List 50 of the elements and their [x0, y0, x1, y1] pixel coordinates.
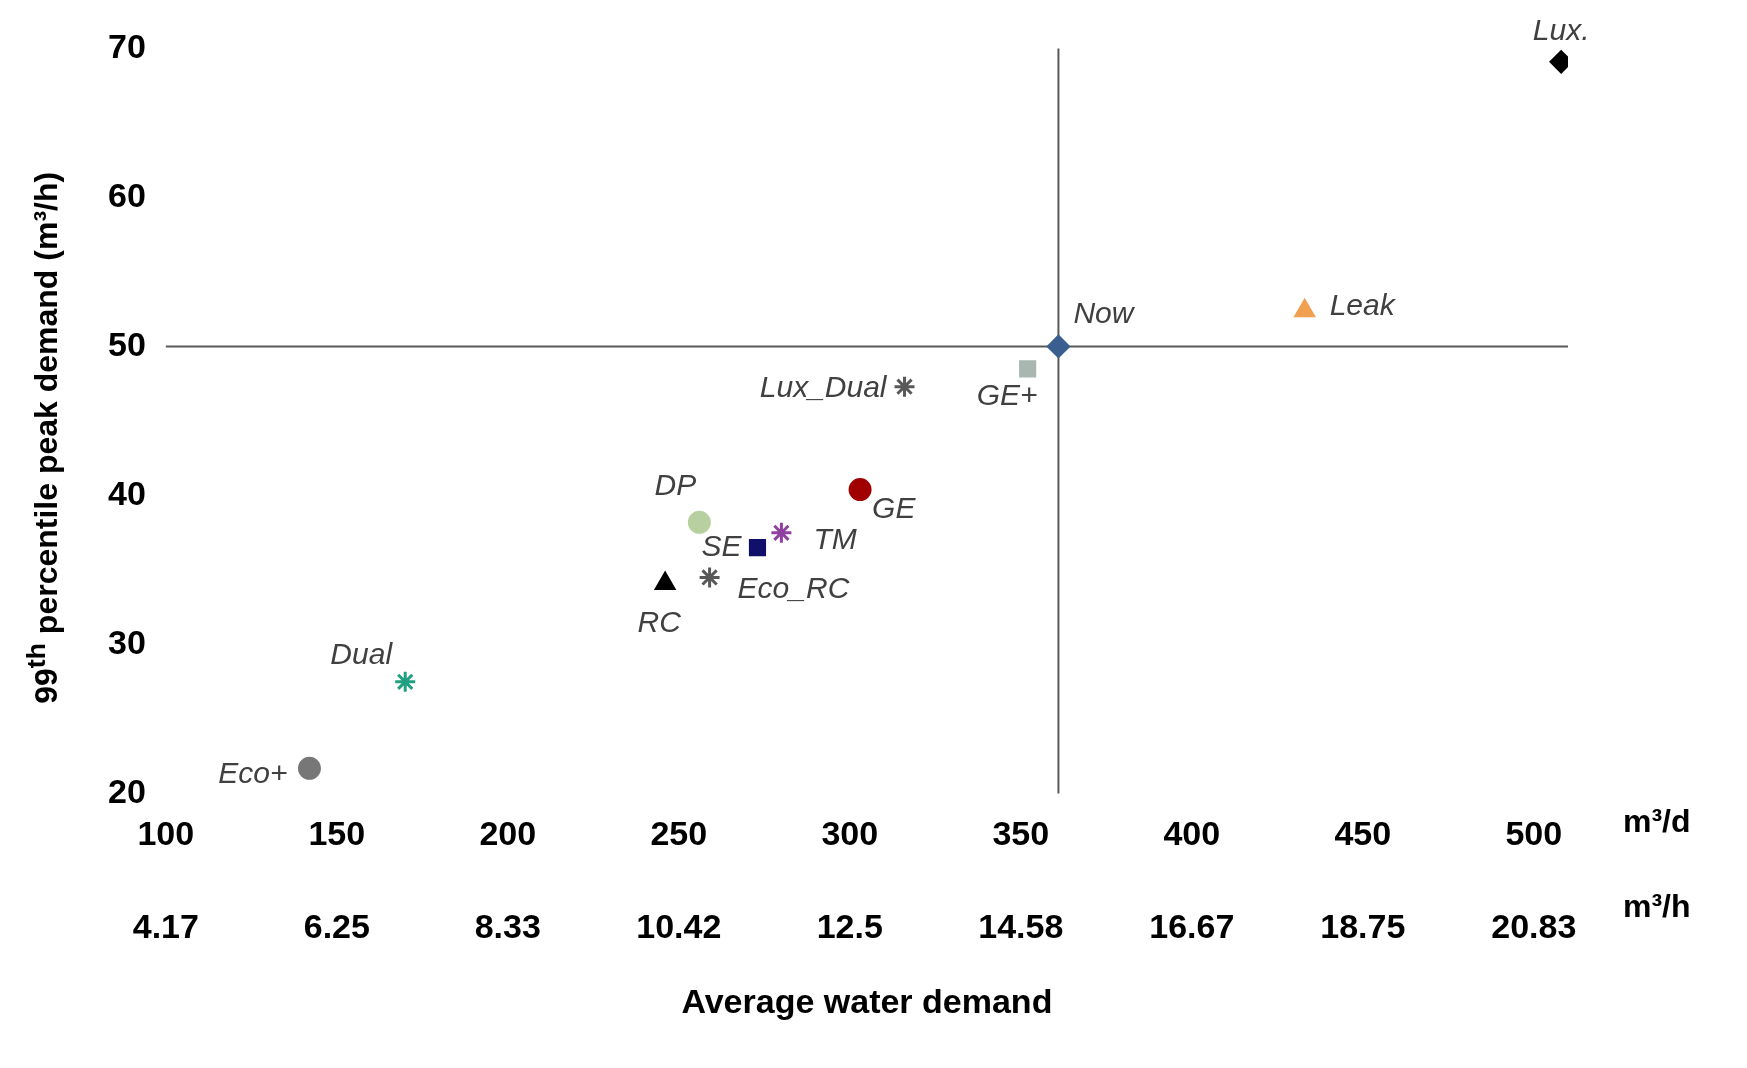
x-tick-label: 250: [650, 814, 708, 853]
x2-tick-label: 14.58: [978, 907, 1064, 946]
y-tick-label: 20: [107, 771, 146, 810]
series-label: Leak: [1329, 288, 1397, 322]
x-tick-label: 500: [1505, 814, 1563, 853]
series-label: GE+: [976, 378, 1038, 412]
point: [769, 521, 793, 545]
point: [1019, 360, 1037, 378]
x2-tick-label: 6.25: [303, 907, 370, 946]
series-label: TM: [813, 522, 857, 556]
x-tick-label: 400: [1163, 814, 1221, 853]
series-label: Lux.: [1532, 13, 1590, 47]
point: [687, 510, 711, 534]
x-tick-label: 450: [1334, 814, 1392, 853]
series-label: Lux_Dual: [759, 370, 888, 404]
x2-tick-label: 10.42: [636, 907, 722, 946]
point: [848, 478, 872, 502]
series-label: SE: [701, 529, 743, 563]
point: [393, 670, 417, 694]
y-tick-label: 50: [107, 324, 146, 363]
point: [698, 565, 722, 589]
x-tick-label: 100: [137, 814, 195, 853]
series-label: Eco_RC: [737, 570, 850, 604]
point: [1046, 334, 1070, 358]
x-tick-label: 300: [821, 814, 879, 853]
y-tick-label: 40: [107, 473, 146, 512]
x-axis-title: Average water demand: [681, 981, 1053, 1020]
x2-tick-label: 8.33: [474, 907, 541, 946]
series-label: RC: [637, 604, 682, 638]
y-tick-label: 30: [107, 622, 146, 661]
point: [748, 539, 767, 557]
text: m³/d: [1623, 803, 1691, 840]
point: [297, 756, 321, 780]
series-label: Dual: [330, 637, 394, 671]
x2-tick-label: 16.67: [1149, 907, 1235, 946]
series-label: Now: [1073, 295, 1136, 329]
x2-tick-label: 12.5: [816, 907, 883, 946]
text: m³/h: [1623, 888, 1691, 925]
x2-tick-label: 20.83: [1491, 907, 1577, 946]
point: [893, 375, 917, 399]
x2-tick-label: 18.75: [1320, 907, 1406, 946]
series-label: Eco+: [218, 755, 288, 789]
x-tick-label: 150: [308, 814, 366, 853]
series-label: DP: [654, 467, 697, 501]
x2-tick-label: 4.17: [132, 907, 199, 946]
series-label: GE: [872, 490, 917, 524]
y-tick-label: 60: [107, 175, 146, 214]
x-tick-label: 350: [992, 814, 1050, 853]
x-tick-label: 200: [479, 814, 537, 853]
y-tick-label: 70: [107, 26, 146, 65]
